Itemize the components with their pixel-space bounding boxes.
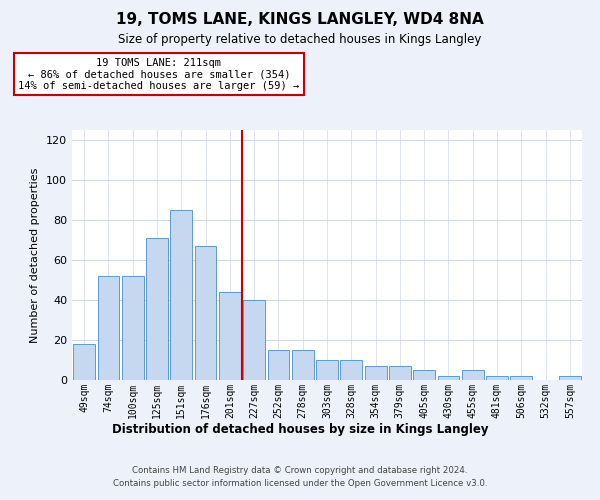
Y-axis label: Number of detached properties: Number of detached properties	[31, 168, 40, 342]
Bar	[73, 344, 95, 380]
Bar	[340, 360, 362, 380]
Bar	[243, 300, 265, 380]
Bar	[219, 292, 241, 380]
Text: Contains HM Land Registry data © Crown copyright and database right 2024.
Contai: Contains HM Land Registry data © Crown c…	[113, 466, 487, 487]
Bar	[389, 366, 411, 380]
Text: 19 TOMS LANE: 211sqm
← 86% of detached houses are smaller (354)
14% of semi-deta: 19 TOMS LANE: 211sqm ← 86% of detached h…	[19, 58, 299, 90]
Bar	[462, 370, 484, 380]
Bar	[316, 360, 338, 380]
Bar	[292, 350, 314, 380]
Text: 19, TOMS LANE, KINGS LANGLEY, WD4 8NA: 19, TOMS LANE, KINGS LANGLEY, WD4 8NA	[116, 12, 484, 28]
Bar	[559, 376, 581, 380]
Bar	[97, 276, 119, 380]
Bar	[170, 210, 192, 380]
Text: Size of property relative to detached houses in Kings Langley: Size of property relative to detached ho…	[118, 32, 482, 46]
Bar	[122, 276, 143, 380]
Bar	[194, 246, 217, 380]
Text: Distribution of detached houses by size in Kings Langley: Distribution of detached houses by size …	[112, 422, 488, 436]
Bar	[268, 350, 289, 380]
Bar	[413, 370, 435, 380]
Bar	[511, 376, 532, 380]
Bar	[146, 238, 168, 380]
Bar	[365, 366, 386, 380]
Bar	[437, 376, 460, 380]
Bar	[486, 376, 508, 380]
